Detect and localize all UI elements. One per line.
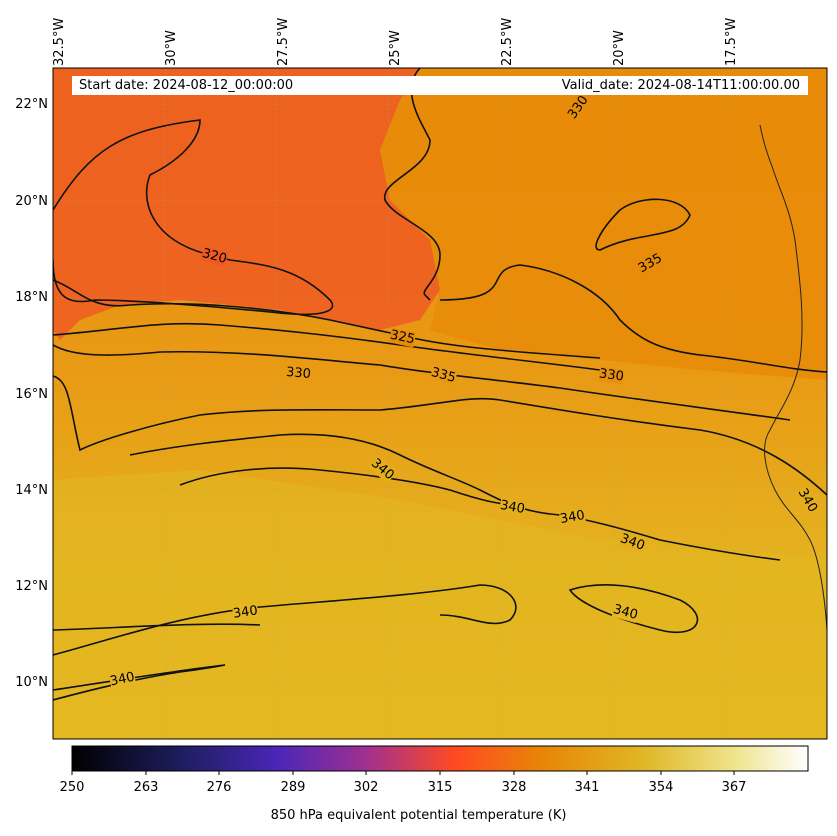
contour-340-b (129, 433, 781, 561)
date-info-bar: Start date: 2024-08-12_00:00:00 Valid_da… (72, 76, 808, 95)
contour-325 (53, 279, 601, 359)
contour-340-f (568, 584, 699, 634)
colorbar-tick-label: 289 (280, 780, 306, 795)
colorbar-tick-label: 328 (501, 780, 527, 795)
colorbar-ticks (71, 771, 735, 775)
lon-label: 17.5°W (724, 17, 739, 66)
start-date-text: Start date: 2024-08-12_00:00:00 (79, 78, 294, 93)
lat-label: 12°N (15, 579, 48, 594)
lat-label: 10°N (15, 675, 48, 690)
contour-335-main (53, 344, 791, 421)
orange-band (380, 68, 827, 380)
contour-320 (53, 119, 334, 316)
contour-340-a (53, 375, 827, 496)
map-field (53, 68, 827, 739)
lat-label: 20°N (15, 194, 48, 209)
colorbar-tick-label: 367 (721, 780, 747, 795)
colorbar-tick-label: 302 (353, 780, 379, 795)
colorbar-tick-label: 341 (574, 780, 600, 795)
lat-label: 22°N (15, 97, 48, 112)
colorbar-tick-label: 354 (648, 780, 674, 795)
lat-label: 14°N (15, 483, 48, 498)
contour-335-north (595, 198, 691, 251)
contour-label: 330 (285, 364, 312, 383)
low-theta-e-region (53, 68, 440, 340)
lat-label: 18°N (15, 290, 48, 305)
colorbar-label: 850 hPa equivalent potential temperature… (270, 808, 567, 823)
contour-340-c (179, 467, 521, 506)
contour-340-g (53, 623, 261, 631)
coastline (759, 124, 827, 631)
colorbar-tick-label: 276 (206, 780, 232, 795)
valid-date-text: Valid_date: 2024-08-14T11:00:00.00 (561, 78, 800, 93)
yellow-region (53, 470, 827, 739)
colorbar-tick-label: 250 (59, 780, 85, 795)
contour-330-row (53, 322, 601, 371)
lon-label: 25°W (388, 30, 403, 66)
lon-label: 20°W (612, 30, 627, 66)
contours (53, 68, 827, 701)
contour-330-main (439, 264, 827, 373)
graticule (53, 68, 827, 739)
lat-label: 16°N (15, 387, 48, 402)
lon-label: 22.5°W (500, 17, 515, 66)
colorbar (71, 745, 809, 772)
lon-label: 32.5°W (52, 17, 67, 66)
lon-label: 27.5°W (276, 17, 291, 66)
colorbar-tick-label: 315 (427, 780, 453, 795)
lon-label: 30°W (164, 30, 179, 66)
contour-330-north (384, 68, 441, 301)
map-frame (52, 67, 828, 740)
colorbar-tick-label: 263 (133, 780, 159, 795)
